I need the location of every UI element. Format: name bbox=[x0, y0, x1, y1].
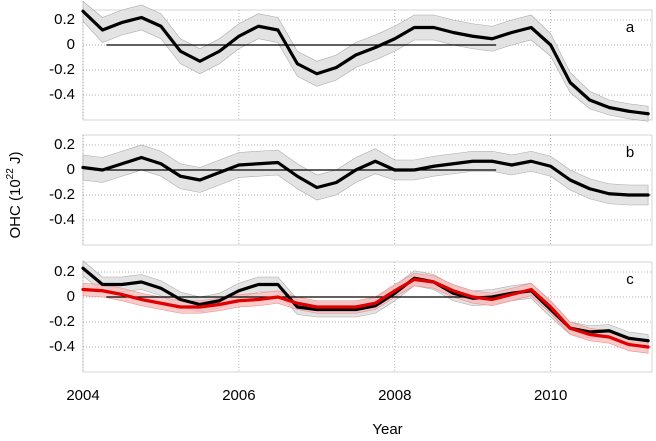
y-tick-label: 0 bbox=[67, 288, 75, 305]
panel-frame bbox=[82, 134, 653, 246]
y-tick-label: -0.4 bbox=[49, 338, 75, 355]
panel-label: c bbox=[626, 271, 634, 288]
y-tick-label: 0.2 bbox=[54, 11, 75, 28]
error-band bbox=[82, 0, 649, 122]
y-axis-label-tail: J) bbox=[7, 152, 24, 169]
x-tick-label: 2008 bbox=[378, 387, 411, 404]
x-tick-label: 2004 bbox=[66, 387, 99, 404]
y-axis-label: OHC (1022 J) bbox=[5, 152, 24, 239]
x-tick-label: 2006 bbox=[222, 387, 255, 404]
y-tick-label: 0 bbox=[67, 36, 75, 53]
y-tick-label: 0 bbox=[67, 161, 75, 178]
panel-label: a bbox=[626, 19, 635, 36]
x-axis-label: Year bbox=[372, 421, 402, 438]
data-line bbox=[81, 9, 650, 116]
y-tick-label: -0.2 bbox=[49, 61, 75, 78]
y-axis-label-sup: 22 bbox=[5, 168, 16, 180]
y-tick-label: -0.4 bbox=[49, 211, 75, 228]
x-tick-label: 2010 bbox=[534, 387, 567, 404]
y-tick-label: -0.2 bbox=[49, 186, 75, 203]
y-tick-label: 0.2 bbox=[54, 136, 75, 153]
data-line bbox=[81, 277, 650, 349]
y-tick-label: -0.2 bbox=[49, 313, 75, 330]
panel-frame bbox=[82, 261, 653, 373]
error-band bbox=[82, 144, 649, 206]
y-axis-label-text: OHC (10 bbox=[7, 179, 24, 238]
data-line bbox=[81, 155, 650, 197]
y-tick-label: -0.4 bbox=[49, 86, 75, 103]
y-tick-label: 0.2 bbox=[54, 263, 75, 280]
panel-label: b bbox=[626, 144, 634, 161]
